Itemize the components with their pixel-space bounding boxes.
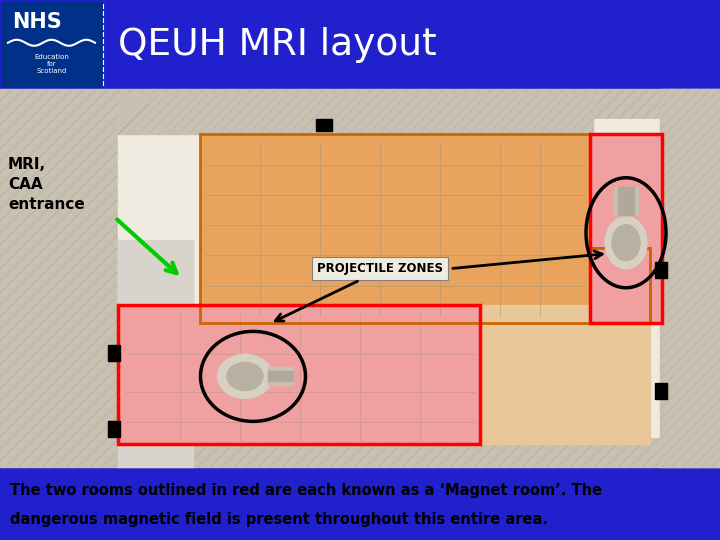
Polygon shape — [200, 134, 650, 323]
Bar — [590, 134, 662, 323]
Text: dangerous magnetic field is present throughout this entire area.: dangerous magnetic field is present thro… — [10, 512, 548, 527]
Ellipse shape — [605, 217, 647, 269]
Text: The two rooms outlined in red are each known as a ‘Magnet room’. The: The two rooms outlined in red are each k… — [10, 483, 602, 498]
Bar — [660, 89, 720, 467]
Bar — [118, 240, 193, 467]
Text: PROJECTILE ZONES: PROJECTILE ZONES — [317, 262, 443, 275]
Text: MRI,
CAA
entrance: MRI, CAA entrance — [8, 157, 85, 212]
Polygon shape — [480, 248, 660, 444]
Bar — [108, 345, 120, 361]
Bar — [118, 119, 690, 437]
Bar — [614, 187, 638, 215]
Bar — [0, 467, 720, 540]
Ellipse shape — [227, 362, 263, 390]
Bar — [655, 383, 667, 399]
Bar — [655, 262, 667, 278]
Bar — [0, 0, 720, 89]
Ellipse shape — [217, 354, 272, 399]
Text: NHS: NHS — [12, 12, 62, 32]
Ellipse shape — [612, 225, 640, 261]
Bar — [316, 119, 332, 131]
Text: Education
for
Scotland: Education for Scotland — [35, 54, 69, 74]
Bar — [268, 372, 293, 381]
Text: QEUH MRI layout: QEUH MRI layout — [118, 26, 436, 63]
Bar — [108, 421, 120, 437]
Bar — [2, 2, 102, 87]
Polygon shape — [118, 305, 480, 444]
Bar — [118, 93, 593, 134]
Bar — [268, 367, 293, 386]
Bar — [618, 187, 634, 215]
Bar — [0, 89, 720, 467]
Bar — [590, 134, 662, 323]
